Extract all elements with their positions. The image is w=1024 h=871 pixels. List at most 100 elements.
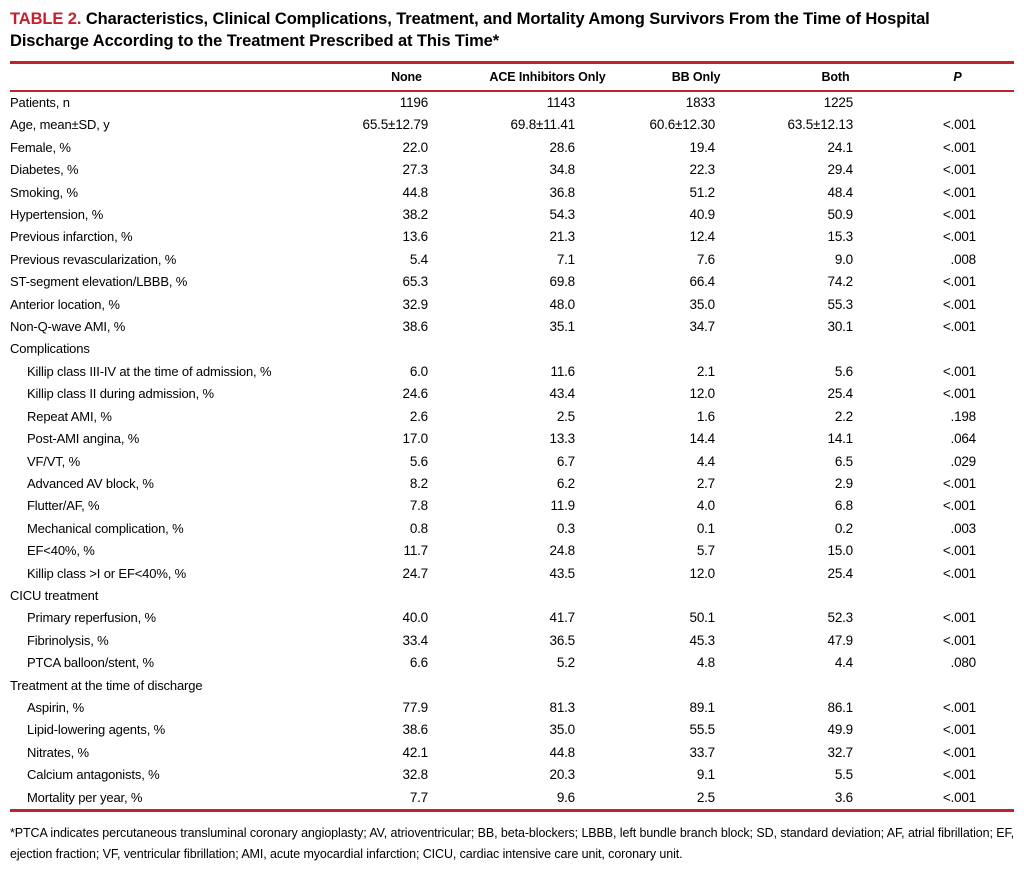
row-label: Fibrinolysis, %: [27, 632, 109, 648]
data-table: None ACE Inhibitors Only BB Only Both P …: [10, 64, 1014, 809]
cell-both: 2.9: [834, 475, 853, 491]
cell-none: 11.7: [403, 543, 429, 559]
cell-ace-inhibitors-only: 9.6: [556, 789, 575, 805]
table-row: Primary reperfusion, % 40.0 41.7 50.1 52…: [10, 607, 1014, 629]
table-row: Advanced AV block, % 8.2 6.2 2.7 2.9 <.0…: [10, 473, 1014, 495]
cell-p-value: [901, 585, 1014, 607]
cell-p-value: <.001: [942, 184, 976, 200]
cell-bb-only: 5.7: [696, 543, 715, 559]
table-row: Mortality per year, % 7.7 9.6 2.5 3.6 <.…: [10, 787, 1014, 809]
cell-p-value: <.001: [942, 543, 976, 559]
row-label: Killip class II during admission, %: [27, 386, 214, 402]
cell-both: [770, 585, 901, 607]
cell-p-value: <.001: [942, 498, 976, 514]
cell-both: 47.9: [827, 632, 854, 648]
table-row: Killip class II during admission, % 24.6…: [10, 383, 1014, 405]
cell-p-value: [901, 91, 1014, 114]
table-row: Calcium antagonists, % 32.8 20.3 9.1 5.5…: [10, 764, 1014, 786]
cell-p-value: <.001: [942, 632, 976, 648]
cell-p-value: .008: [950, 251, 977, 267]
cell-bb-only: 45.3: [689, 632, 716, 648]
cell-ace-inhibitors-only: 6.2: [556, 475, 575, 491]
cell-bb-only: 40.9: [689, 207, 716, 223]
table-row: VF/VT, % 5.6 6.7 4.4 6.5 .029: [10, 451, 1014, 473]
cell-ace-inhibitors-only: [473, 675, 622, 697]
cell-ace-inhibitors-only: 36.8: [549, 184, 576, 200]
cell-bb-only: 2.5: [696, 789, 715, 805]
cell-none: 38.2: [402, 207, 429, 223]
table-row: Non-Q-wave AMI, % 38.6 35.1 34.7 30.1 <.…: [10, 316, 1014, 338]
table-title: TABLE 2. Characteristics, Clinical Compl…: [10, 8, 978, 52]
cell-none: 7.8: [409, 498, 428, 514]
cell-p-value: .003: [950, 520, 977, 536]
cell-ace-inhibitors-only: 1143: [546, 95, 575, 110]
cell-bb-only: 1.6: [696, 408, 715, 424]
cell-both: 63.5±12.13: [787, 117, 854, 133]
table-row: Repeat AMI, % 2.6 2.5 1.6 2.2 .198: [10, 406, 1014, 428]
cell-ace-inhibitors-only: 7.1: [556, 251, 575, 267]
cell-bb-only: 89.1: [689, 699, 716, 715]
cell-p-value: <.001: [942, 722, 976, 738]
cell-none: 2.6: [409, 408, 428, 424]
cell-none: 33.4: [402, 632, 429, 648]
cell-ace-inhibitors-only: 81.3: [549, 699, 576, 715]
cell-ace-inhibitors-only: 24.8: [549, 543, 576, 559]
cell-bb-only: 4.0: [696, 498, 715, 514]
cell-ace-inhibitors-only: 69.8±11.41: [510, 117, 576, 133]
cell-ace-inhibitors-only: 5.2: [556, 655, 575, 671]
cell-p-value: <.001: [942, 207, 976, 223]
cell-p-value: .029: [950, 453, 977, 469]
cell-bb-only: 2.1: [696, 363, 715, 379]
cell-none: 6.6: [409, 655, 428, 671]
row-label: ST-segment elevation/LBBB, %: [10, 274, 188, 290]
cell-bb-only: 19.4: [689, 139, 716, 155]
cell-both: 52.3: [827, 610, 854, 626]
cell-both: [770, 675, 901, 697]
cell-ace-inhibitors-only: 44.8: [549, 744, 576, 760]
cell-bb-only: 14.4: [689, 431, 716, 447]
cell-bb-only: [622, 585, 770, 607]
row-label: Anterior location, %: [10, 296, 120, 312]
cell-bb-only: 34.7: [689, 319, 716, 335]
cell-p-value: <.001: [942, 610, 976, 626]
cell-none: 27.3: [402, 162, 429, 178]
cell-none: [340, 338, 473, 360]
cell-both: [770, 338, 901, 360]
cell-both: 5.5: [834, 767, 853, 783]
table-row: EF<40%, % 11.7 24.8 5.7 15.0 <.001: [10, 540, 1014, 562]
cell-p-value: .064: [950, 431, 977, 447]
cell-bb-only: 1833: [685, 95, 715, 110]
cell-both: 74.2: [827, 274, 854, 290]
cell-p-value: <.001: [942, 229, 976, 245]
table-row: Previous revascularization, % 5.4 7.1 7.…: [10, 249, 1014, 271]
cell-ace-inhibitors-only: 48.0: [549, 296, 576, 312]
cell-ace-inhibitors-only: 54.3: [549, 207, 576, 223]
cell-bb-only: 2.7: [696, 475, 715, 491]
cell-none: 65.3: [402, 274, 429, 290]
cell-both: 2.2: [834, 408, 853, 424]
cell-ace-inhibitors-only: 2.5: [556, 408, 575, 424]
col-header-ace-inhibitors-only: ACE Inhibitors Only: [489, 70, 606, 84]
cell-both: 25.4: [827, 565, 854, 581]
table-row: Killip class III-IV at the time of admis…: [10, 361, 1014, 383]
cell-p-value: <.001: [942, 475, 976, 491]
cell-ace-inhibitors-only: 35.0: [549, 722, 576, 738]
table-row: Diabetes, % 27.3 34.8 22.3 29.4 <.001: [10, 159, 1014, 181]
cell-bb-only: 12.0: [689, 565, 716, 581]
cell-bb-only: 60.6±12.30: [649, 117, 716, 133]
cell-p-value: <.001: [942, 789, 976, 805]
cell-ace-inhibitors-only: 69.8: [549, 274, 576, 290]
cell-bb-only: 51.2: [689, 184, 716, 200]
row-label: Killip class >I or EF<40%, %: [27, 565, 187, 581]
cell-bb-only: 9.1: [696, 767, 715, 783]
cell-bb-only: 12.0: [689, 386, 716, 402]
cell-none: 5.6: [409, 453, 428, 469]
cell-ace-inhibitors-only: [473, 585, 622, 607]
cell-none: 38.6: [402, 722, 429, 738]
row-label: Female, %: [10, 139, 71, 155]
row-label: Smoking, %: [10, 184, 78, 200]
cell-none: 22.0: [402, 139, 429, 155]
table-row: Hypertension, % 38.2 54.3 40.9 50.9 <.00…: [10, 204, 1014, 226]
table-row: Smoking, % 44.8 36.8 51.2 48.4 <.001: [10, 182, 1014, 204]
cell-ace-inhibitors-only: 36.5: [549, 632, 576, 648]
